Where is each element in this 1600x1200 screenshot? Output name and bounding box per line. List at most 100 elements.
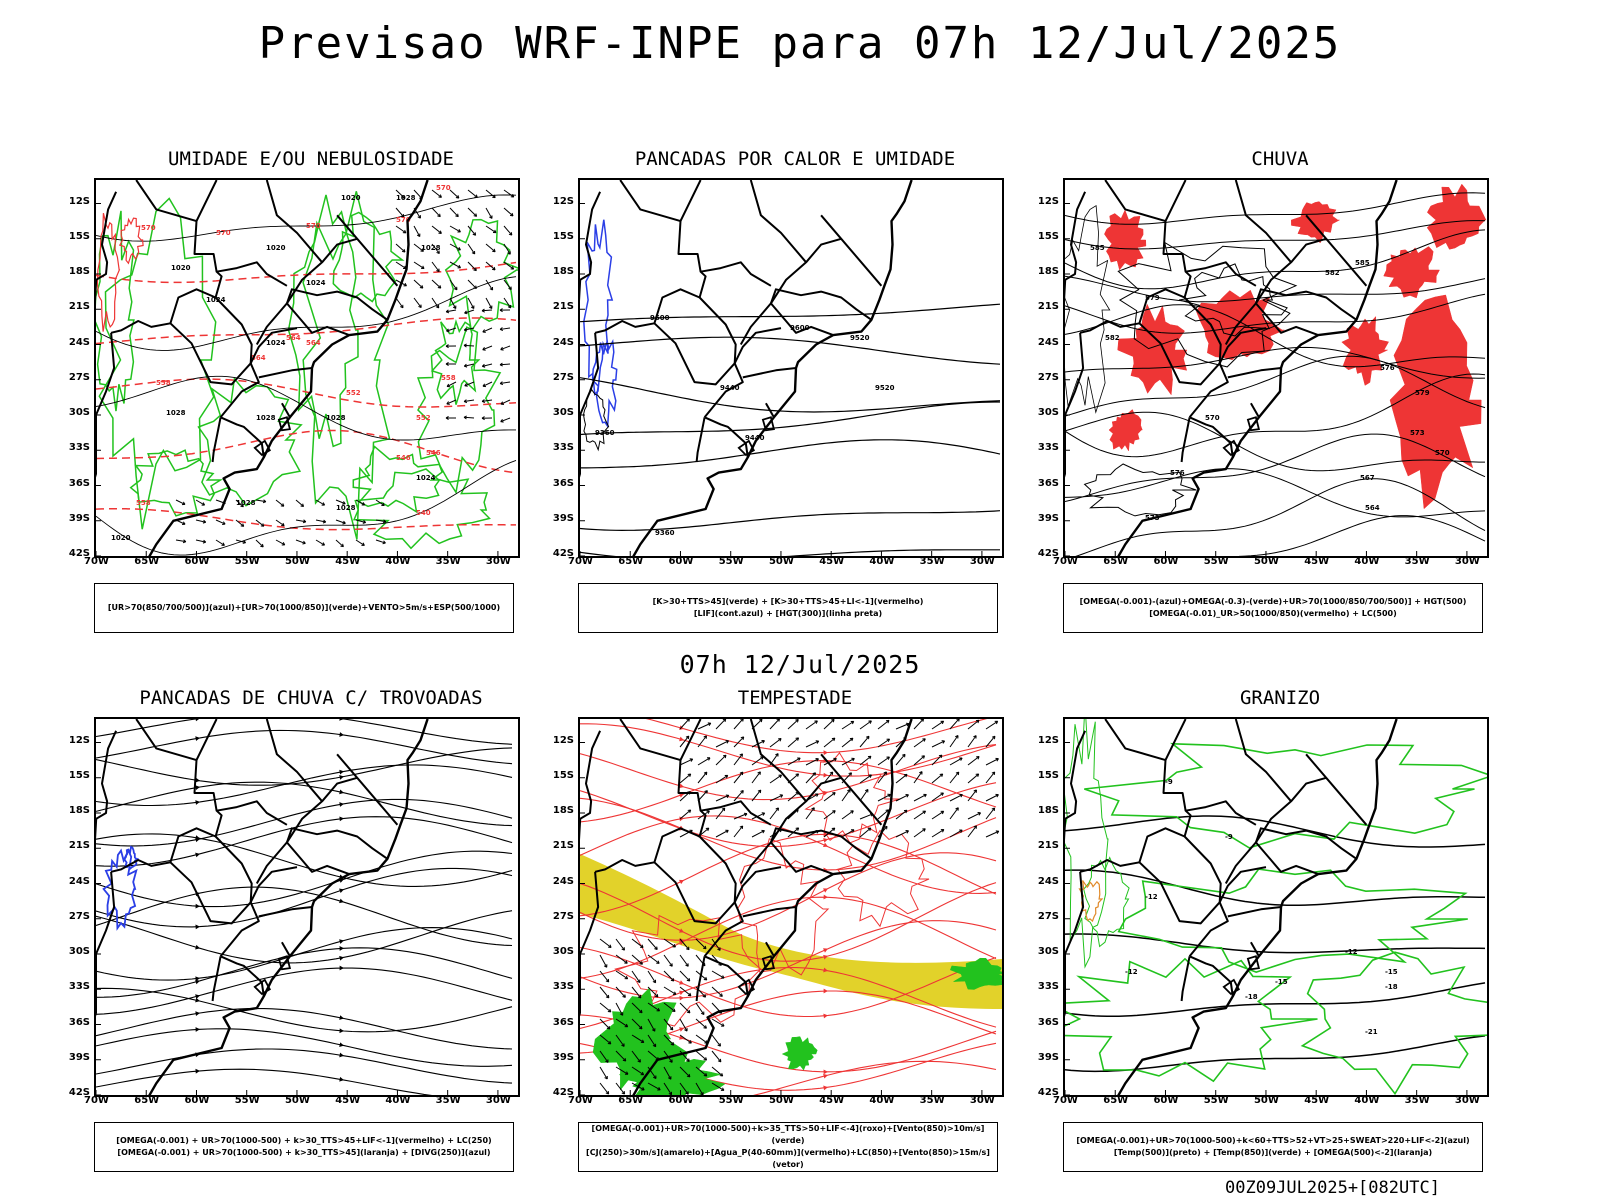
wind-vector — [695, 1082, 704, 1095]
wind-vector — [695, 1050, 707, 1061]
wind-vector-head — [417, 215, 421, 219]
lat-tick-label: 27S — [552, 371, 574, 383]
wind-vector — [877, 756, 890, 766]
wind-vector — [859, 774, 872, 784]
lake — [253, 978, 272, 996]
contour-blob — [430, 319, 481, 405]
wind-vector-head — [262, 499, 267, 504]
isoline — [96, 507, 516, 531]
wind-vector — [931, 810, 944, 820]
wind-vector — [823, 792, 836, 802]
wind-vector — [841, 758, 855, 766]
country-border — [281, 941, 291, 957]
lat-tick-label: 33S — [552, 981, 574, 993]
lat-tick-label: 30S — [68, 946, 90, 957]
streamline-arrow — [339, 1076, 344, 1082]
wind-vector — [859, 789, 869, 802]
isoline — [1065, 933, 1486, 954]
map-axes: 12S 15S 18S 21S 24S 27S 30S 33S 36S 39S 42S 70W 65W 6… — [553, 717, 1004, 1107]
lon-tick-label: 35W — [919, 1095, 945, 1106]
country-border — [594, 859, 655, 873]
lat-tick-label: 30S — [552, 946, 574, 957]
wind-vector-head — [656, 960, 660, 964]
streamline-arrow — [823, 1073, 828, 1079]
wind-vector-head — [605, 1059, 609, 1063]
wind-vector — [485, 207, 493, 219]
streamline-arrow — [823, 842, 828, 848]
country-border — [169, 827, 252, 925]
contour-label: 552 — [416, 414, 431, 422]
wind-vector — [503, 207, 514, 217]
wind-vector-head — [446, 401, 450, 405]
wind-vector-head — [761, 829, 765, 834]
wind-vector-head — [973, 789, 978, 793]
country-border — [580, 730, 602, 820]
contour-label: 1020 — [341, 194, 361, 202]
streamline-arrow — [679, 1035, 684, 1040]
wind-vector-head — [492, 194, 496, 199]
isoline — [96, 317, 517, 345]
lat-tick-label: 30S — [68, 407, 90, 418]
wind-vector-head — [973, 825, 977, 829]
wind-vector-head — [471, 250, 476, 255]
contour-label: 558 — [136, 499, 151, 507]
lon-tick-label: 70W — [84, 556, 109, 567]
lake — [761, 416, 776, 432]
wind-vector — [877, 719, 890, 730]
wind-vector — [967, 773, 979, 784]
wind-vector — [195, 499, 205, 506]
wind-vector-head — [706, 757, 711, 761]
streamline-arrow — [195, 785, 200, 791]
wind-vector-head — [474, 194, 478, 198]
lon-tick-label: 50W — [768, 1095, 794, 1106]
contour-label: 9440 — [745, 434, 765, 442]
contour-label: 585 — [1090, 244, 1105, 252]
wind-vector-head — [608, 944, 612, 948]
wind-vector — [647, 1050, 660, 1061]
country-border — [285, 827, 388, 860]
wind-vector-head — [619, 1012, 624, 1016]
country-border — [1254, 827, 1357, 860]
wind-vector — [503, 189, 515, 198]
wind-vector-head — [976, 755, 980, 760]
wind-vector — [395, 243, 406, 253]
country-border — [765, 402, 775, 418]
panel-pancadas-calor: PANCADAS POR CALOR E UMIDADE 12S 15S 18S 21S… — [553, 148, 1020, 633]
wind-vector-head — [975, 773, 980, 777]
lon-tick-label: 50W — [284, 556, 310, 567]
wind-vector-head — [686, 1009, 691, 1014]
wind-vector — [679, 735, 690, 748]
wind-vector — [295, 519, 306, 523]
streamline-arrow — [195, 835, 200, 840]
wind-vector — [464, 363, 475, 367]
wind-vector-head — [473, 267, 477, 272]
country-border — [1189, 955, 1234, 997]
wind-vector — [175, 499, 186, 505]
country-border — [1065, 871, 1085, 1017]
wind-vector-head — [886, 738, 891, 743]
country-border — [285, 288, 388, 321]
wind-vector-head — [508, 232, 513, 236]
streamline — [96, 729, 513, 765]
isoline — [96, 429, 517, 474]
wind-vector-head — [201, 502, 206, 506]
wind-vector-head — [721, 1023, 725, 1027]
lon-tick-label: 55W — [1203, 1095, 1229, 1106]
streamline-arrow — [339, 1028, 344, 1034]
map-svg: 9600 9600 9520 9440 9520 9440 9360 9360 — [580, 180, 1001, 556]
wind-vector — [877, 794, 891, 802]
country-border — [1227, 367, 1282, 379]
wind-vector-head — [921, 755, 925, 759]
wind-vector — [449, 297, 457, 309]
country-border — [1185, 800, 1257, 826]
contour-label: 579 — [1415, 389, 1430, 397]
wind-vector-head — [464, 383, 468, 387]
isoline — [1065, 192, 1486, 225]
lat-tick-label: 39S — [552, 1051, 574, 1063]
wind-vector-head — [717, 1043, 721, 1047]
streamline — [580, 782, 997, 848]
wind-vector-head — [482, 383, 487, 388]
wind-vector-head — [704, 790, 708, 794]
country-border — [96, 730, 118, 820]
lake — [737, 439, 756, 457]
